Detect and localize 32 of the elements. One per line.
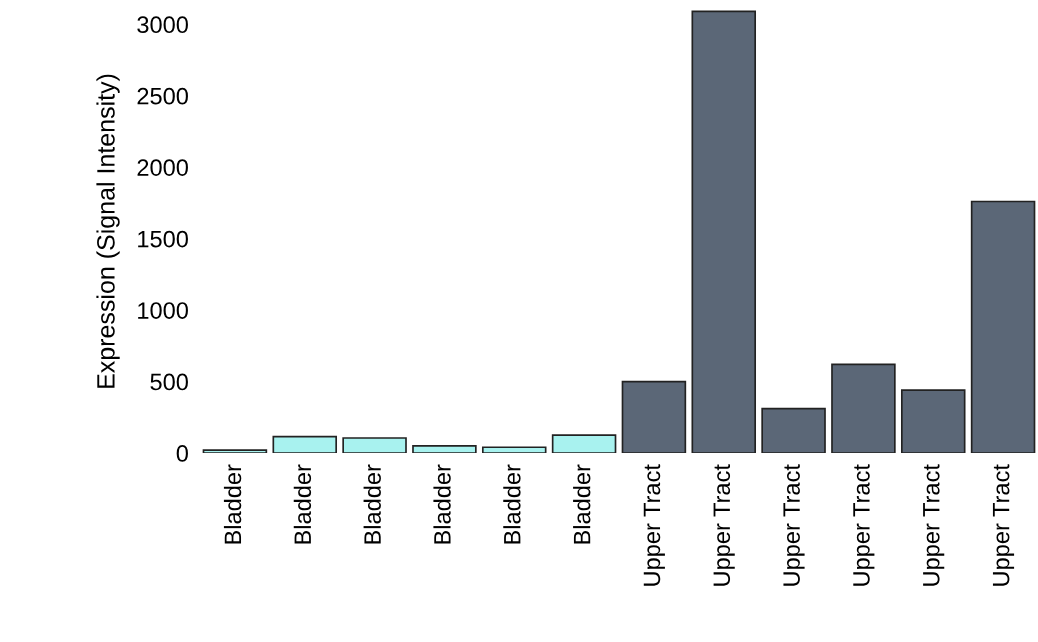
y-tick-label: 2000 [137, 159, 188, 176]
x-tick-label: Bladder [573, 464, 591, 544]
bar [621, 380, 687, 453]
y-tick-label: 0 [176, 445, 188, 462]
bar [272, 435, 338, 453]
y-tick-label: 1000 [138, 302, 188, 319]
x-tick-label: Upper Tract [643, 464, 665, 586]
bar [970, 200, 1036, 453]
y-tick-label: 500 [150, 373, 188, 391]
x-tick-label: Bladder [503, 464, 521, 544]
x-tick-label: Upper Tract [783, 464, 805, 586]
x-tick-label: Upper Tract [853, 464, 875, 586]
x-tick-label: Upper Tract [992, 464, 1015, 586]
bar [481, 446, 547, 453]
x-tick-label: Bladder [223, 464, 242, 544]
bar [831, 363, 896, 453]
x-tick-label: Bladder [363, 464, 381, 544]
y-tick-label: 1500 [138, 230, 188, 248]
bar [202, 449, 268, 453]
x-tick-label: Bladder [293, 464, 312, 544]
x-tick-label: Upper Tract [923, 464, 945, 586]
bar [900, 389, 966, 453]
bar [691, 10, 757, 453]
x-tick-label: Upper Tract [713, 464, 735, 586]
y-axis-title: Expression (Signal Intensity) [96, 74, 120, 388]
y-tick-label: 3000 [137, 16, 188, 34]
bar [342, 437, 407, 453]
bar [761, 407, 826, 453]
bar [551, 434, 617, 453]
y-tick-label: 2500 [137, 87, 188, 105]
bar [412, 445, 477, 453]
x-tick-label: Bladder [433, 464, 451, 544]
